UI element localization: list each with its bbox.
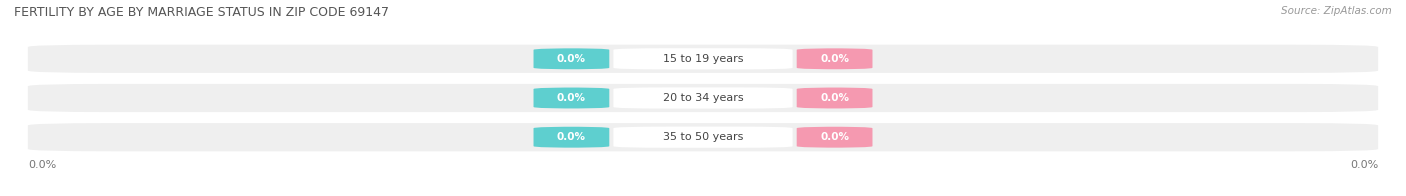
FancyBboxPatch shape	[28, 123, 1378, 151]
Text: 0.0%: 0.0%	[820, 54, 849, 64]
FancyBboxPatch shape	[613, 48, 793, 69]
Text: 0.0%: 0.0%	[557, 93, 586, 103]
FancyBboxPatch shape	[613, 127, 793, 148]
Text: 15 to 19 years: 15 to 19 years	[662, 54, 744, 64]
FancyBboxPatch shape	[28, 45, 1378, 73]
Text: 20 to 34 years: 20 to 34 years	[662, 93, 744, 103]
FancyBboxPatch shape	[797, 48, 873, 69]
FancyBboxPatch shape	[28, 84, 1378, 112]
Text: 0.0%: 0.0%	[557, 54, 586, 64]
FancyBboxPatch shape	[533, 48, 609, 69]
Text: 0.0%: 0.0%	[1350, 160, 1378, 170]
FancyBboxPatch shape	[533, 87, 609, 109]
Text: 0.0%: 0.0%	[820, 93, 849, 103]
Text: 35 to 50 years: 35 to 50 years	[662, 132, 744, 142]
Text: 0.0%: 0.0%	[820, 132, 849, 142]
Text: Source: ZipAtlas.com: Source: ZipAtlas.com	[1281, 6, 1392, 16]
Text: 0.0%: 0.0%	[28, 160, 56, 170]
FancyBboxPatch shape	[533, 127, 609, 148]
Text: FERTILITY BY AGE BY MARRIAGE STATUS IN ZIP CODE 69147: FERTILITY BY AGE BY MARRIAGE STATUS IN Z…	[14, 6, 389, 19]
FancyBboxPatch shape	[797, 87, 873, 109]
FancyBboxPatch shape	[613, 87, 793, 109]
FancyBboxPatch shape	[797, 127, 873, 148]
Text: 0.0%: 0.0%	[557, 132, 586, 142]
